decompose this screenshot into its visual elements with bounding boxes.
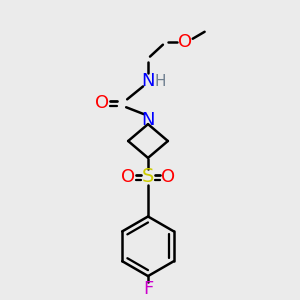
Text: F: F <box>143 280 153 298</box>
Text: O: O <box>178 33 192 51</box>
Text: H: H <box>154 74 166 89</box>
Text: N: N <box>141 111 155 129</box>
Text: S: S <box>142 167 154 186</box>
Text: O: O <box>121 168 135 186</box>
Text: N: N <box>141 72 155 90</box>
Text: O: O <box>161 168 175 186</box>
Text: O: O <box>95 94 110 112</box>
